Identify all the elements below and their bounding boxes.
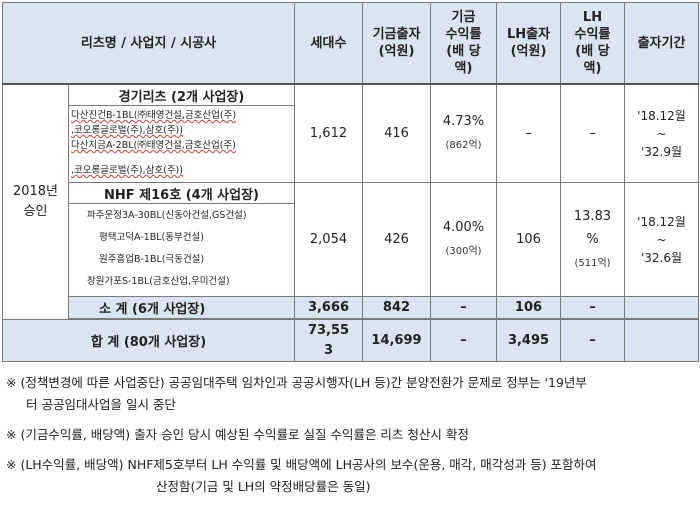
- site-entry: 창원가포S-1BL(금호산업,우미건설): [87, 276, 230, 287]
- site-entry: 원주흥업B-1BL(극동건설): [99, 254, 205, 265]
- subtotal-funding: 842: [362, 296, 431, 319]
- header-funding: 기금출자 (억원): [362, 2, 431, 85]
- total-lh-funding: 3,495: [496, 319, 561, 362]
- lh-return-cell: –: [560, 83, 625, 183]
- header-row: 리츠명 / 사업지 / 시공사 세대수 기금출자 (억원) 기금 수익률 (배 당 액)…: [2, 2, 699, 85]
- total-label: 합 계 (80개 사업장): [2, 319, 295, 362]
- total-lh-return: –: [560, 319, 625, 362]
- header-name: 리츠명 / 사업지 / 시공사: [2, 2, 295, 85]
- reit-title: 경기리츠 (2개 사업장): [68, 83, 295, 106]
- total-row: 합 계 (80개 사업장) 73,55 3 14,699 – 3,495 –: [2, 319, 699, 362]
- subtotal-lh-funding: 106: [496, 296, 561, 319]
- households-cell: 2,054: [294, 182, 363, 297]
- funding-cell: 416: [362, 83, 431, 183]
- site-entry: 평택고덕A-1BL(동부건설): [99, 232, 204, 243]
- reit-funding-table: 리츠명 / 사업지 / 시공사 세대수 기금출자 (억원) 기금 수익률 (배 당 액)…: [2, 2, 699, 362]
- households-cell: 1,612: [294, 83, 363, 183]
- site-entry: ,코오롱글로벌(주),삼호(주)): [71, 125, 183, 136]
- fund-return-cell: 4.73% (862억): [430, 83, 497, 183]
- lh-funding-cell: 106: [496, 182, 561, 297]
- subtotal-fund-return: –: [430, 296, 497, 319]
- funding-cell: 426: [362, 182, 431, 297]
- site-entry: ,코오롱글로벌(주),삼호(주)): [71, 165, 183, 176]
- subtotal-period: [624, 296, 699, 319]
- note-fund-return: ※ (기금수익률, 배당액) 출자 승인 당시 예상된 수익률로 실질 수익률은…: [6, 427, 469, 442]
- header-lh-return: LH 수익률 (배 당 액): [560, 2, 625, 85]
- header-period: 출자기간: [624, 2, 699, 85]
- table-row: 파주운정3A-30BL(신동아건설,GS건설) 평택고덕A-1BL(동부건설) …: [3, 203, 699, 297]
- site-entry: 파주운정3A-30BL(신동아건설,GS건설): [87, 210, 247, 221]
- notes: ※ (정책변경에 따른 사업중단) 공공임대주택 임차인과 공공시행자(LH 등…: [6, 372, 696, 506]
- subtotal-lh-return: –: [560, 296, 625, 319]
- total-fund-return: –: [430, 319, 497, 362]
- note-lh-return: ※ (LH수익률, 배당액) NHF제5호부터 LH 수익률 및 배당액에 LH…: [6, 457, 597, 494]
- subtotal-label: 소 계 (6개 사업장): [68, 296, 295, 319]
- group-label: 2018년 승인: [2, 83, 69, 320]
- period-cell: '18.12월 ~ '32.6월: [624, 182, 699, 297]
- subtotal-households: 3,666: [294, 296, 363, 319]
- table-row: 다산진건B-1BL(㈜태영건설,금호산업(주) ,코오롱글로벌(주),삼호(주)…: [3, 105, 699, 183]
- header-lh-funding: LH출자 (억원): [496, 2, 561, 85]
- site-list: 파주운정3A-30BL(신동아건설,GS건설) 평택고덕A-1BL(동부건설) …: [68, 203, 295, 297]
- reit-title: NHF 제16호 (4개 사업장): [68, 182, 295, 204]
- total-households: 73,55 3: [294, 319, 363, 362]
- header-households: 세대수: [294, 2, 363, 85]
- total-period: [624, 319, 699, 362]
- table-row: NHF 제16호 (4개 사업장) 2,054 426 4.00% (300억) …: [3, 182, 699, 297]
- site-list: 다산진건B-1BL(㈜태영건설,금호산업(주) ,코오롱글로벌(주),삼호(주)…: [68, 105, 295, 183]
- header-fund-return: 기금 수익률 (배 당 액): [430, 2, 497, 85]
- site-entry: 다산진건B-1BL(㈜태영건설,금호산업(주): [71, 110, 237, 121]
- note-policy: ※ (정책변경에 따른 사업중단) 공공임대주택 임차인과 공공시행자(LH 등…: [6, 375, 587, 412]
- lh-funding-cell: –: [496, 83, 561, 183]
- fund-return-cell: 4.00% (300억): [430, 182, 497, 297]
- period-cell: '18.12월 ~ '32.9월: [624, 83, 699, 183]
- subtotal-row: 소 계 (6개 사업장) 3,666 842 – 106 –: [3, 296, 699, 319]
- table-row: 2018년 승인 경기리츠 (2개 사업장) 1,612 416 4.73% (86…: [2, 83, 699, 320]
- total-funding: 14,699: [362, 319, 431, 362]
- site-entry: 다산지금A-2BL(㈜태영건설,금호산업(주): [71, 140, 236, 151]
- lh-return-cell: 13.83% (511억): [560, 182, 625, 297]
